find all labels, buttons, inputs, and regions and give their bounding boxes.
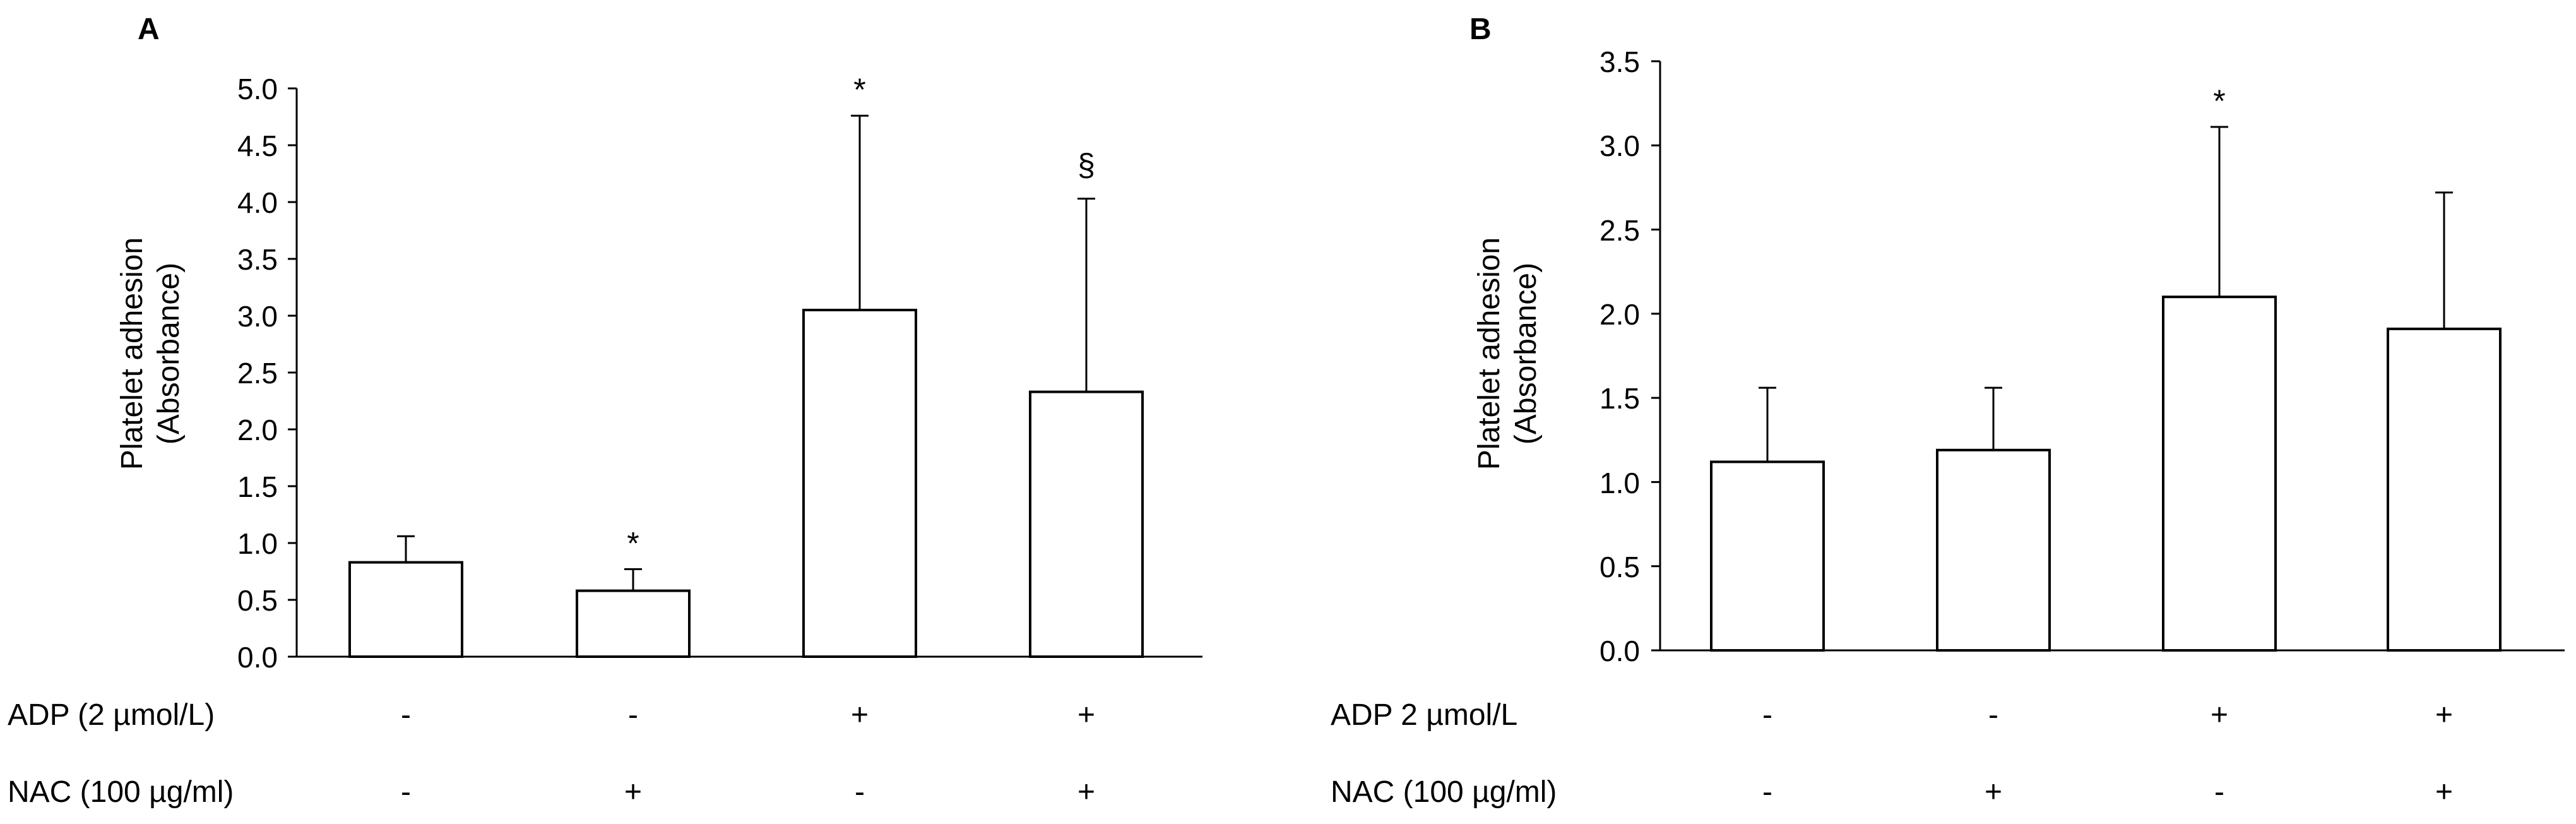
panel-b-bar xyxy=(2387,327,2502,652)
panel-b-row-adp-label: ADP 2 µmol/L xyxy=(1331,698,1517,732)
panel-b-ytick-7: 3.5 xyxy=(1600,45,1640,78)
panel-b-row-nac-label: NAC (100 µg/ml) xyxy=(1331,775,1557,809)
panel-b-ytick-3: 1.5 xyxy=(1600,382,1640,415)
panel-a-ytick-8: 4.0 xyxy=(237,186,278,219)
panel-a-ylabel-line1: Platelet adhesion xyxy=(116,237,149,470)
panel-b-ytick-1: 0.5 xyxy=(1600,551,1640,583)
panel-b-ytick-0: 0.0 xyxy=(1600,635,1640,667)
panel-a-bars: * * § xyxy=(348,72,1144,658)
panel-b-y-ticks xyxy=(1651,60,1660,652)
panel-a-ytick-4: 2.0 xyxy=(237,414,278,446)
panel-a-ytick-2: 1.0 xyxy=(237,527,278,560)
panel-b-row-adp-sign: - xyxy=(1762,698,1772,732)
panel-a-ytick-0: 0.0 xyxy=(237,641,278,674)
panel-b-significance-marker: * xyxy=(2213,83,2225,119)
panel-b-bar xyxy=(1936,448,2051,652)
panel-a-row-adp-sign: - xyxy=(628,698,638,732)
panel-a-label: A xyxy=(138,13,160,46)
panel-a-ytick-9: 4.5 xyxy=(237,129,278,162)
panel-b-ytick-5: 2.5 xyxy=(1600,214,1640,247)
panel-b-bar xyxy=(1710,460,1825,652)
panel-b-bars: * xyxy=(1710,83,2502,652)
panel-a-row-adp-sign: + xyxy=(851,698,869,732)
panel-b-row-adp-sign: + xyxy=(2435,698,2453,732)
panel-a-ytick-7: 3.5 xyxy=(237,243,278,276)
panel-b-ylabel-line2: (Absorbance) xyxy=(1509,263,1543,445)
panel-b-label: B xyxy=(1469,13,1492,46)
panel-a-condition-rows: ADP (2 µmol/L) - - + + NAC (100 µg/ml) -… xyxy=(8,698,1095,809)
panel-a-significance-marker: § xyxy=(1077,148,1095,183)
panel-a-row-adp-sign: - xyxy=(401,698,411,732)
panel-a-y-tick-labels: 0.0 0.5 1.0 1.5 2.0 2.5 3.0 3.5 4.0 4.5 … xyxy=(237,73,278,674)
panel-a-row-nac-sign: + xyxy=(1077,775,1095,809)
panel-b-ylabel-line1: Platelet adhesion xyxy=(1473,237,1506,470)
panel-a-bar xyxy=(802,309,917,658)
panel-a-row-adp-label: ADP (2 µmol/L) xyxy=(8,698,215,732)
panel-b-ytick-6: 3.0 xyxy=(1600,129,1640,162)
panel-a-ylabel-line2: (Absorbance) xyxy=(152,263,186,445)
panel-b-row-nac-sign: - xyxy=(2214,775,2224,809)
panel-b-y-tick-labels: 0.0 0.5 1.0 1.5 2.0 2.5 3.0 3.5 xyxy=(1600,45,1640,667)
panel-b-row-nac-sign: + xyxy=(1985,775,2002,809)
panel-b-ytick-4: 2.0 xyxy=(1600,298,1640,331)
panel-b-condition-rows: ADP 2 µmol/L - - + + NAC (100 µg/ml) - +… xyxy=(1331,698,2453,809)
panel-a-row-nac-sign: - xyxy=(401,775,411,809)
panel-a-bar xyxy=(1029,390,1144,658)
panel-b-row-nac-sign: + xyxy=(2435,775,2453,809)
panel-b-row-adp-sign: + xyxy=(2211,698,2228,732)
panel-a-bar xyxy=(348,561,463,658)
panel-a-ytick-10: 5.0 xyxy=(237,73,278,105)
panel-a-ytick-5: 2.5 xyxy=(237,357,278,390)
panel-a-row-nac-sign: - xyxy=(855,775,865,809)
panel-a-ytick-3: 1.5 xyxy=(237,470,278,503)
panel-a-row-nac-label: NAC (100 µg/ml) xyxy=(8,775,234,809)
panel-b-row-nac-sign: - xyxy=(1762,775,1772,809)
panel-a-y-ticks xyxy=(288,87,297,658)
panel-a-ytick-1: 0.5 xyxy=(237,584,278,617)
panel-b-ytick-2: 1.0 xyxy=(1600,467,1640,499)
panel-b-bar xyxy=(2162,296,2277,652)
panel-a-bar xyxy=(576,589,691,658)
panel-a-row-adp-sign: + xyxy=(1077,698,1095,732)
panel-b: B Platelet adhesion (Absorbance) 0.0 0.5… xyxy=(1331,13,2565,809)
panel-a-row-nac-sign: + xyxy=(624,775,642,809)
panel-b-ylabel: Platelet adhesion (Absorbance) xyxy=(1473,237,1543,470)
panel-a-significance-marker: * xyxy=(853,72,865,107)
panel-a-ytick-6: 3.0 xyxy=(237,300,278,333)
panel-a-significance-marker: * xyxy=(627,525,639,561)
panel-a: A Platelet adhesion (Absorbance) 0.0 0.5… xyxy=(8,13,1202,809)
panel-b-row-adp-sign: - xyxy=(1988,698,1998,732)
panel-a-ylabel: Platelet adhesion (Absorbance) xyxy=(116,237,186,470)
